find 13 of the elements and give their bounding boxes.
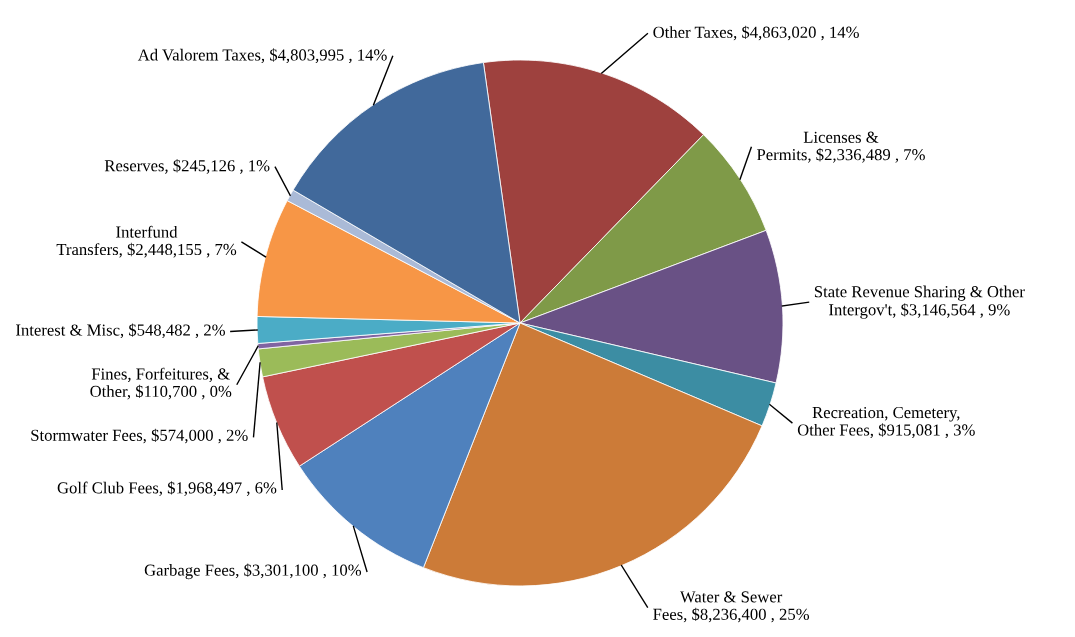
slice-label: Other Taxes, $4,863,020 , 14%	[653, 25, 859, 41]
slice-label: Recreation, Cemetery, Other Fees, $915,081 , 3%	[797, 406, 975, 438]
slice-label: Interest & Misc, $548,482 , 2%	[16, 323, 225, 339]
slice-label: State Revenue Sharing & Other Intergov't, $3,146,564 , 9%	[814, 285, 1025, 319]
slice-label: Stormwater Fees, $574,000 , 2%	[31, 428, 248, 444]
slice-label: Reserves, $245,126 , 1%	[104, 159, 270, 174]
slice-label: Golf Club Fees, $1,968,497 , 6%	[57, 481, 277, 496]
slice-label: Licenses & Permits, $2,336,489 , 7%	[756, 131, 925, 163]
slice-label: Fines, Forfeitures, & Other, $110,700 , 0%	[90, 367, 232, 400]
slice-label: Ad Valorem Taxes, $4,803,995 , 14%	[137, 48, 387, 63]
slice-label: Interfund Transfers, $2,448,155 , 7%	[56, 225, 237, 258]
slice-label: Garbage Fees, $3,301,100 , 10%	[144, 563, 362, 580]
slice-label: Water & Sewer Fees, $8,236,400 , 25%	[653, 591, 810, 623]
